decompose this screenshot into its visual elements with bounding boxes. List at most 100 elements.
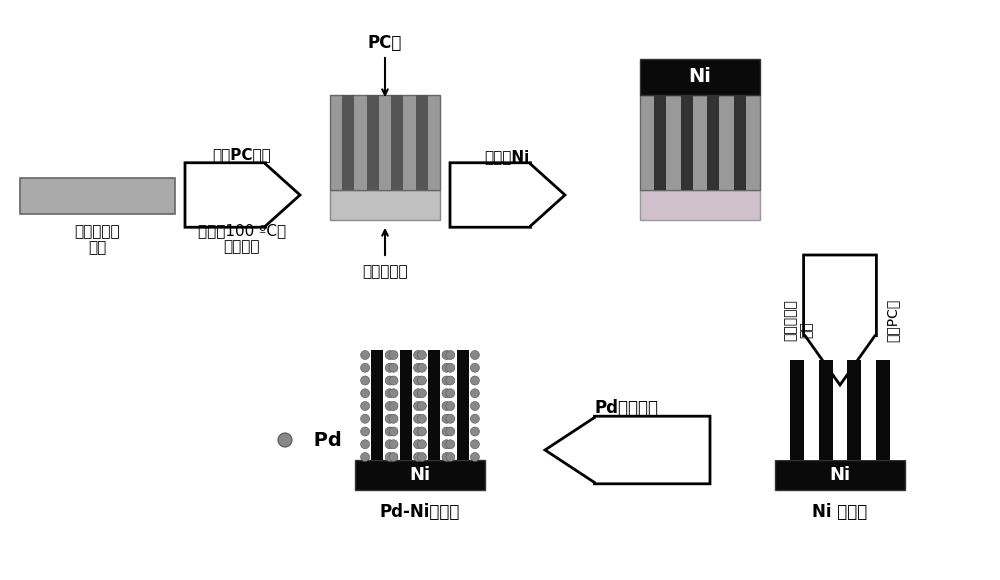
Text: Ni: Ni [829, 466, 851, 484]
Circle shape [417, 452, 426, 462]
Text: 合金: 合金 [799, 322, 813, 338]
Circle shape [389, 376, 398, 385]
Text: 加热至100 ºC使: 加热至100 ºC使 [198, 223, 286, 238]
Circle shape [389, 440, 398, 449]
Text: Ni: Ni [409, 466, 431, 484]
Circle shape [361, 427, 370, 436]
Circle shape [414, 414, 423, 423]
Circle shape [389, 350, 398, 360]
Circle shape [361, 440, 370, 449]
Polygon shape [545, 416, 710, 484]
Circle shape [470, 414, 479, 423]
Circle shape [414, 401, 423, 411]
Text: 电沉积Ni: 电沉积Ni [484, 150, 530, 165]
Circle shape [385, 414, 394, 423]
Circle shape [414, 350, 423, 360]
Circle shape [417, 401, 426, 411]
Circle shape [446, 414, 455, 423]
Bar [367, 95, 379, 190]
Circle shape [417, 376, 426, 385]
Circle shape [414, 376, 423, 385]
Bar [640, 59, 760, 95]
Circle shape [442, 350, 451, 360]
Circle shape [446, 350, 455, 360]
Circle shape [442, 363, 451, 372]
Text: 铋基低熔点: 铋基低熔点 [75, 224, 120, 240]
Circle shape [389, 389, 398, 398]
Bar [707, 95, 719, 190]
Circle shape [442, 389, 451, 398]
Bar [400, 350, 412, 460]
Circle shape [385, 350, 394, 360]
Circle shape [389, 414, 398, 423]
Circle shape [361, 452, 370, 462]
Bar [640, 95, 760, 190]
Bar [876, 360, 890, 460]
Bar [775, 360, 905, 460]
Circle shape [385, 401, 394, 411]
Text: 合金熔化: 合金熔化 [224, 240, 260, 255]
Polygon shape [185, 163, 300, 227]
Text: Ni: Ni [689, 67, 711, 86]
Bar [457, 350, 469, 460]
Circle shape [389, 452, 398, 462]
Polygon shape [804, 255, 876, 385]
Circle shape [361, 376, 370, 385]
Text: 溶解PC膜: 溶解PC膜 [885, 298, 899, 342]
Circle shape [470, 350, 479, 360]
Text: Ni 纳米线: Ni 纳米线 [812, 503, 868, 521]
Circle shape [446, 376, 455, 385]
Text: 刻蚀低熔点: 刻蚀低熔点 [783, 299, 797, 341]
Circle shape [446, 389, 455, 398]
Bar [371, 350, 383, 460]
Circle shape [446, 401, 455, 411]
Bar [654, 95, 666, 190]
Bar [775, 460, 905, 490]
Bar [681, 95, 693, 190]
Bar [330, 190, 440, 220]
Circle shape [446, 452, 455, 462]
Bar [428, 350, 440, 460]
Circle shape [442, 452, 451, 462]
Circle shape [446, 427, 455, 436]
Circle shape [385, 376, 394, 385]
Circle shape [417, 414, 426, 423]
Bar [355, 460, 485, 490]
Text: 覆盖PC模板: 覆盖PC模板 [213, 147, 271, 162]
Bar [790, 360, 804, 460]
Circle shape [361, 401, 370, 411]
Text: 合金: 合金 [88, 241, 107, 256]
Text: 低熔点合金: 低熔点合金 [362, 264, 408, 280]
Circle shape [442, 440, 451, 449]
Circle shape [414, 389, 423, 398]
Circle shape [389, 427, 398, 436]
Circle shape [470, 440, 479, 449]
Circle shape [417, 440, 426, 449]
Circle shape [442, 401, 451, 411]
Circle shape [385, 440, 394, 449]
Circle shape [446, 440, 455, 449]
Circle shape [385, 389, 394, 398]
Circle shape [414, 363, 423, 372]
Bar [20, 178, 175, 214]
Circle shape [414, 452, 423, 462]
Circle shape [442, 427, 451, 436]
Circle shape [361, 363, 370, 372]
Circle shape [414, 427, 423, 436]
Circle shape [361, 350, 370, 360]
Circle shape [470, 452, 479, 462]
Bar [330, 95, 440, 190]
Circle shape [385, 427, 394, 436]
Circle shape [470, 363, 479, 372]
Circle shape [442, 376, 451, 385]
Text: PC膜: PC膜 [368, 34, 402, 52]
Circle shape [414, 440, 423, 449]
Circle shape [442, 414, 451, 423]
Text: Pd原位生长: Pd原位生长 [595, 399, 659, 417]
Circle shape [389, 401, 398, 411]
Bar [416, 95, 428, 190]
Bar [640, 190, 760, 220]
Circle shape [385, 452, 394, 462]
Circle shape [470, 427, 479, 436]
Polygon shape [450, 163, 565, 227]
